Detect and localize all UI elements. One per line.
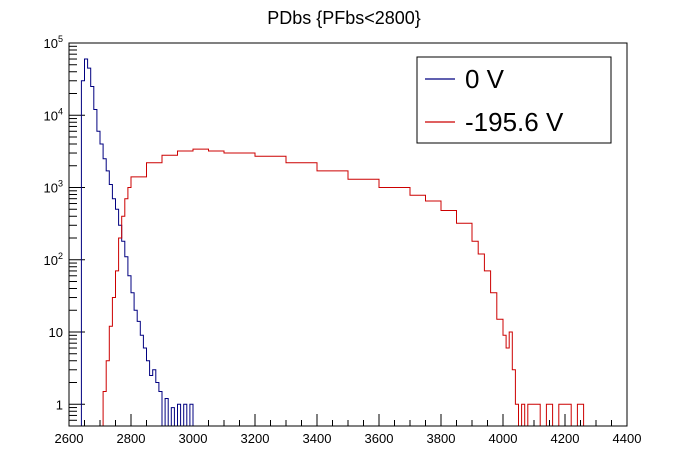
y-tick-label: 105	[44, 34, 63, 51]
x-tick-label: 3600	[365, 431, 394, 446]
x-tick-label: 2800	[117, 431, 146, 446]
x-tick-label: 4200	[551, 431, 580, 446]
y-tick-label: 10	[49, 325, 63, 340]
x-tick-label: 4000	[489, 431, 518, 446]
y-tick-label: 102	[44, 251, 63, 268]
x-tick-label: 3800	[427, 431, 456, 446]
series-line-0v	[80, 58, 197, 427]
legend-label-0v: 0 V	[465, 64, 505, 94]
series-line-neg195v	[100, 148, 596, 427]
y-axis-ticks: 1 10 102 103 104 105	[44, 34, 85, 427]
legend-box	[416, 56, 612, 144]
x-tick-label: 4400	[613, 431, 642, 446]
y-tick-label: 104	[44, 106, 63, 123]
x-tick-label: 3400	[303, 431, 332, 446]
legend-label-195v: -195.6 V	[465, 107, 564, 137]
x-tick-label: 2600	[55, 431, 84, 446]
legend: 0 V -195.6 V	[416, 56, 612, 144]
y-tick-label: 103	[44, 179, 63, 196]
x-tick-label: 3200	[241, 431, 270, 446]
x-tick-label: 3000	[179, 431, 208, 446]
x-axis-ticks: 2600 2800 3000 3200 3400 3600 3800 4000 4200 4400	[55, 414, 642, 446]
y-tick-label: 1	[56, 397, 63, 412]
plot-frame	[68, 42, 628, 427]
chart-title: PDbs {PFbs<2800}	[267, 8, 421, 28]
